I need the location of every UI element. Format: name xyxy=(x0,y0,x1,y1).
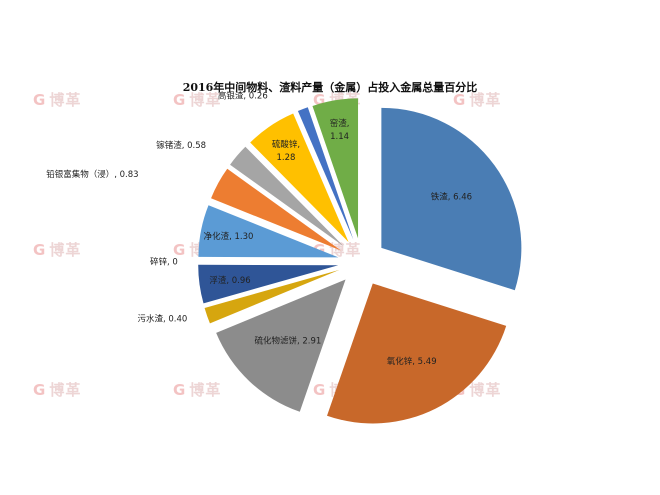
data-label: 氧化锌, 5.49 xyxy=(387,356,437,367)
pie-slice-10 xyxy=(297,107,354,240)
pie-slice-7 xyxy=(211,168,341,251)
data-label: 污水渣, 0.40 xyxy=(137,313,187,324)
data-label: 净化渣, 1.30 xyxy=(204,231,254,242)
chart-title: 2016年中间物料、渣料产量（金属）占投入金属总量百分比 xyxy=(182,81,478,94)
pie-slice-11 xyxy=(312,98,359,239)
pie-slice-9 xyxy=(250,113,349,243)
data-label: 硫酸锌, 1.28 xyxy=(272,139,300,163)
pie-slice-2 xyxy=(216,279,346,412)
pie-slice-4 xyxy=(198,264,339,304)
data-label: 铅银富集物（浸）, 0.83 xyxy=(46,169,138,180)
data-label: 窑渣, 1.14 xyxy=(330,118,350,142)
data-label: 铁渣, 6.46 xyxy=(431,192,472,203)
pie-slice-6 xyxy=(198,205,339,258)
data-label: 镓锗渣, 0.58 xyxy=(156,140,206,151)
pie-slice-3 xyxy=(204,269,340,324)
pie-slice-0 xyxy=(381,107,522,291)
data-label: 高银渣, 0.26 xyxy=(218,91,268,102)
pie-slice-1 xyxy=(327,283,507,424)
pie-slice-8 xyxy=(230,146,344,247)
data-label: 浮渣, 0.96 xyxy=(209,275,250,286)
data-label: 碎锌, 0 xyxy=(150,256,178,267)
data-label: 硫化物滤饼, 2.91 xyxy=(254,336,321,347)
